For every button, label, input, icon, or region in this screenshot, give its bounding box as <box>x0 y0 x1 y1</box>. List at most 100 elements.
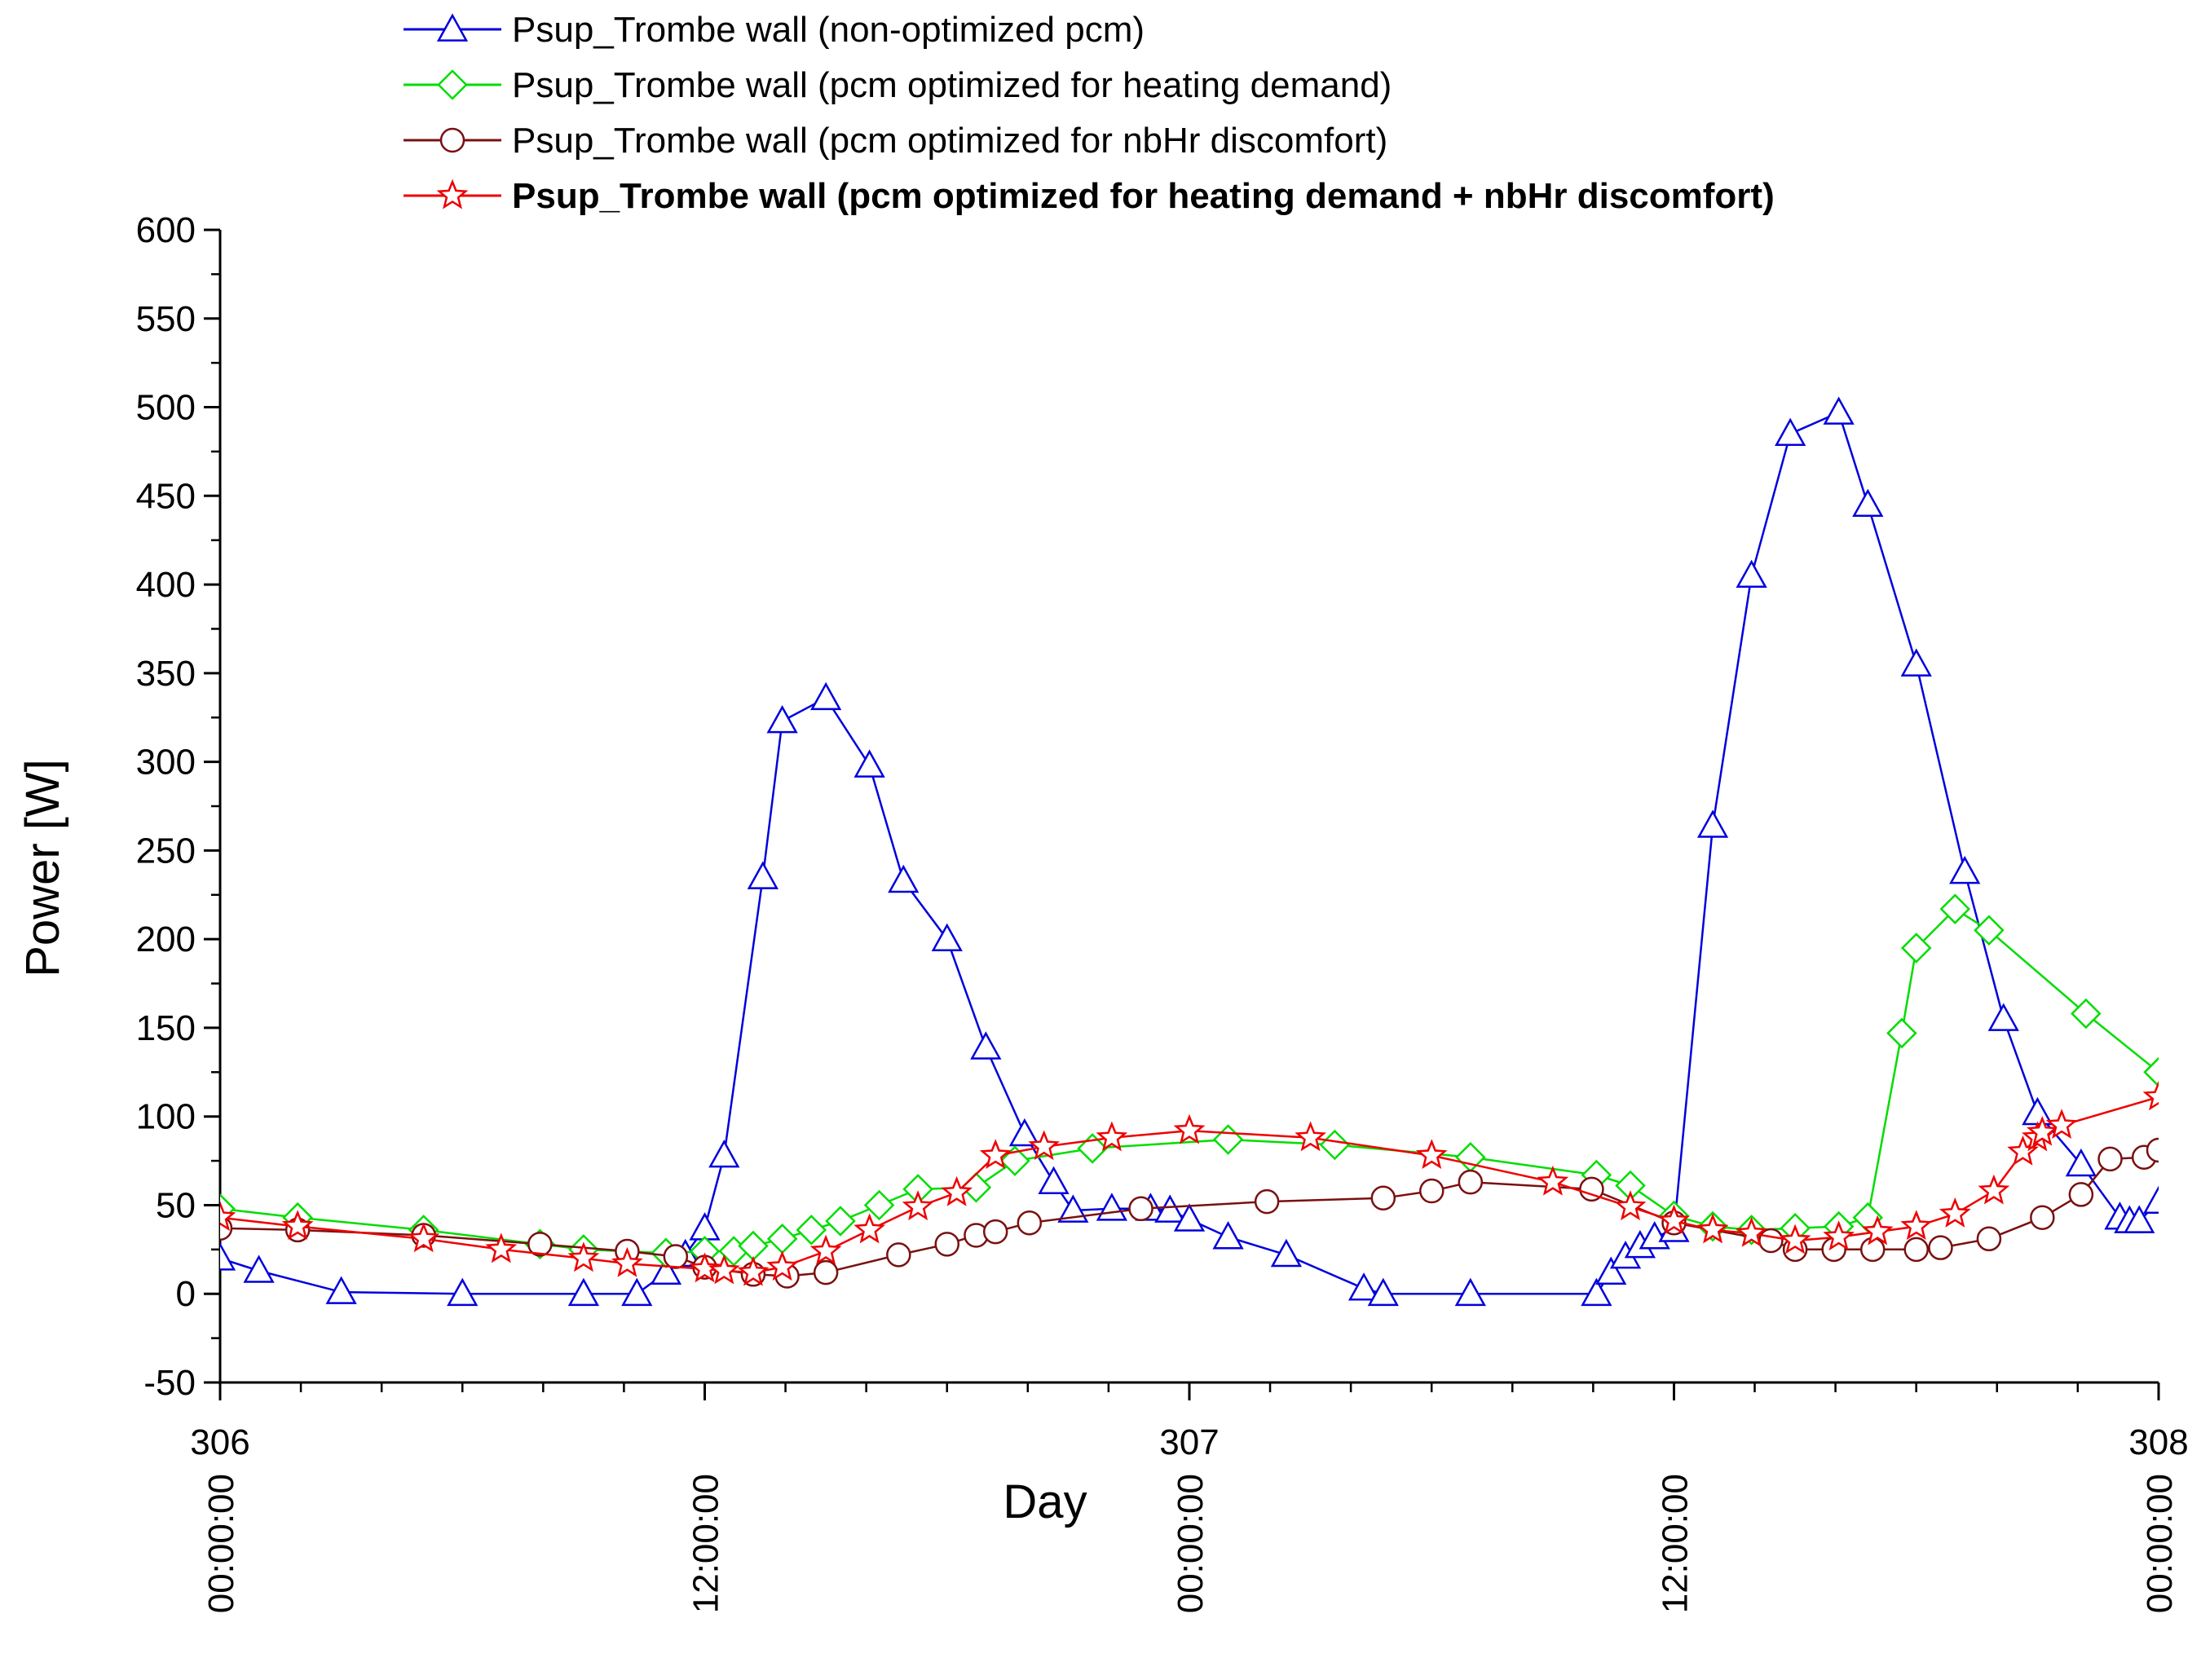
data-point <box>1173 1203 1206 1232</box>
data-point <box>1295 1121 1326 1152</box>
series-line <box>220 907 2159 1254</box>
data-point <box>1270 1238 1303 1268</box>
data-point <box>1581 1277 1612 1307</box>
series-1 <box>220 396 2159 1307</box>
series-line <box>220 1149 2159 1277</box>
data-point <box>408 1222 440 1253</box>
data-point <box>982 1219 1008 1245</box>
data-point <box>1900 1210 1933 1240</box>
data-point <box>1458 1169 1484 1195</box>
data-point <box>1057 1194 1089 1223</box>
data-point <box>1978 1174 2010 1205</box>
data-point <box>621 1277 653 1307</box>
legend-label: Psup_Trombe wall (pcm optimized for heat… <box>512 65 1392 105</box>
y-tick-label: 50 <box>156 1185 196 1225</box>
y-tick-label: 550 <box>136 299 196 339</box>
data-point <box>2142 1185 2159 1214</box>
y-tick-label: 500 <box>136 388 196 428</box>
data-point <box>1254 1188 1280 1215</box>
data-point <box>2068 1182 2094 1207</box>
data-point <box>970 1031 1002 1060</box>
data-point <box>1823 396 1855 425</box>
data-point <box>1367 1277 1399 1307</box>
data-point <box>1987 1003 2019 1031</box>
data-point <box>766 705 798 734</box>
data-point <box>1658 1204 1690 1235</box>
y-tick-label: 300 <box>136 743 196 783</box>
x-tick-time-label: 12:00:00 <box>686 1474 726 1613</box>
x-tick-day-label: 306 <box>190 1422 249 1462</box>
data-point <box>485 1232 518 1263</box>
legend-marker <box>439 127 465 153</box>
data-point <box>766 1224 798 1254</box>
data-point <box>2142 1080 2159 1111</box>
data-point <box>934 1232 959 1257</box>
data-point <box>689 1212 721 1241</box>
axes: -50 0 50 100 150 200 250 300 350 400 450 500 550 600 3… <box>136 210 2189 1613</box>
data-point <box>825 1206 856 1237</box>
data-point <box>1415 1139 1448 1169</box>
series-4 <box>220 1080 2159 1286</box>
data-point <box>853 749 885 778</box>
data-point <box>2045 1109 2078 1139</box>
data-point <box>1128 1196 1153 1222</box>
data-point <box>611 1246 643 1277</box>
data-point <box>663 1244 689 1269</box>
data-point <box>737 1255 770 1286</box>
x-tick-time-label: 00:00:00 <box>1171 1474 1211 1613</box>
data-point <box>886 1242 911 1268</box>
data-point <box>2143 1056 2159 1088</box>
y-tick-label: 150 <box>136 1008 196 1048</box>
legend-label: Psup_Trombe wall (pcm optimized for nbHr… <box>512 121 1387 161</box>
data-point <box>1736 559 1767 589</box>
legend-label: Psup_Trombe wall (pcm optimized for heat… <box>512 176 1775 216</box>
data-point <box>1823 1220 1855 1251</box>
data-point <box>567 1241 600 1272</box>
data-point <box>1900 648 1932 677</box>
data-point <box>1008 1118 1040 1147</box>
data-point <box>220 1201 236 1232</box>
data-point <box>1454 1277 1486 1307</box>
data-point <box>1370 1185 1396 1211</box>
data-point <box>1852 488 1884 518</box>
data-point <box>1903 1237 1929 1263</box>
data-point <box>1154 1194 1186 1223</box>
data-point <box>1419 1178 1445 1204</box>
data-point <box>863 1189 895 1221</box>
data-point <box>243 1254 275 1283</box>
legend-marker <box>436 179 469 209</box>
legend-marker <box>436 13 469 42</box>
data-point <box>689 1252 721 1283</box>
y-tick-label: -50 <box>143 1363 196 1403</box>
data-point <box>1949 855 1981 884</box>
legend: Psup_Trombe wall (non-optimized pcm) Psup… <box>404 10 1775 216</box>
data-point <box>2146 1137 2159 1163</box>
data-point <box>1886 1017 1917 1049</box>
data-point <box>567 1277 599 1307</box>
data-point <box>1173 1113 1206 1144</box>
data-point <box>1974 915 2005 946</box>
data-point <box>1348 1272 1380 1301</box>
data-point <box>1537 1165 1569 1196</box>
data-point <box>810 681 842 711</box>
y-axis-title: Power [W] <box>16 759 69 977</box>
y-tick-label: 450 <box>136 476 196 516</box>
data-point <box>2030 1205 2055 1230</box>
data-point <box>1779 1224 1811 1254</box>
data-point <box>979 1139 1012 1169</box>
legend-entry-1: Psup_Trombe wall (non-optimized pcm) <box>404 10 1145 50</box>
data-point <box>1775 417 1806 447</box>
y-tick-label: 350 <box>136 654 196 694</box>
data-point <box>708 1254 740 1285</box>
series-layer <box>220 396 2159 1307</box>
legend-entry-4: Psup_Trombe wall (pcm optimized for heat… <box>404 176 1775 216</box>
data-point <box>2124 1205 2155 1233</box>
data-point <box>1212 1124 1244 1155</box>
data-point <box>813 1259 839 1285</box>
data-point <box>1976 1226 2002 1252</box>
data-point <box>888 864 920 893</box>
legend-marker <box>437 69 468 100</box>
data-point <box>1758 1228 1784 1254</box>
data-point <box>2065 1148 2097 1177</box>
data-point <box>2071 998 2102 1030</box>
